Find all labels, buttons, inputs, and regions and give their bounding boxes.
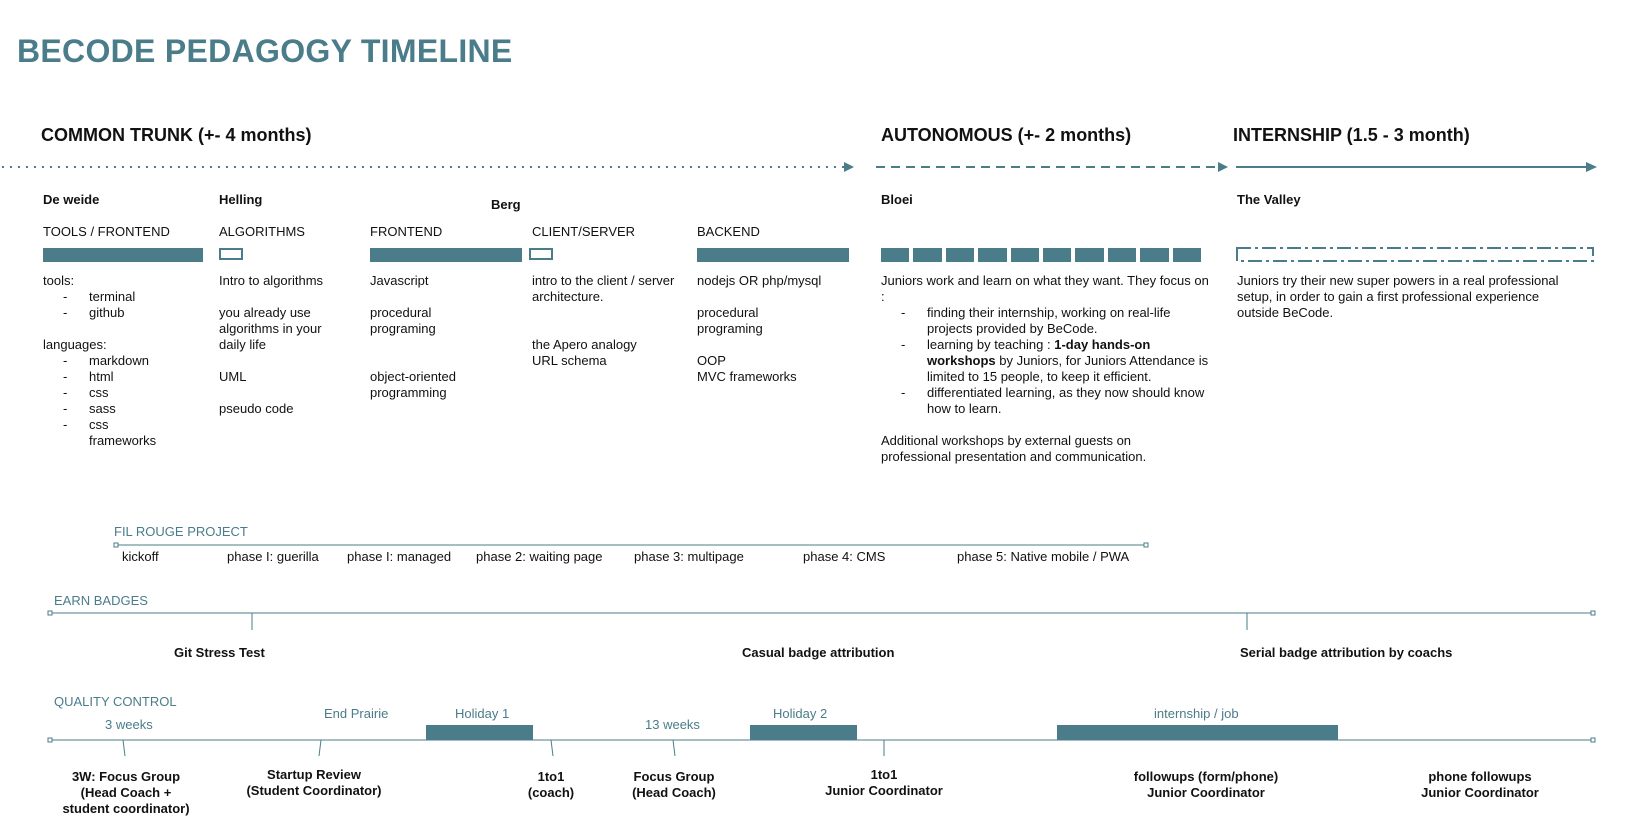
col-frontend: Javascript procedural programing object-… [370,273,480,401]
stage-berg: Berg [491,197,521,212]
list-item: css [63,385,169,401]
internship-job-label: internship / job [1154,706,1239,721]
page-title: BECODE PEDAGOGY TIMELINE [17,33,513,69]
col-backend: nodejs OR php/mysql procedural programin… [697,273,857,385]
event-focus-group: Focus Group (Head Coach) [632,769,716,800]
common-trunk-arrowhead [844,162,854,172]
stage-valley: The Valley [1237,192,1301,207]
holiday1-bar [426,725,533,740]
internship-arrowhead [1586,162,1597,172]
text: URL schema [532,353,607,368]
fil-rouge-phase: phase I: managed [347,549,452,564]
languages-list: markdown html css sass css frameworks [43,353,169,449]
autonomous-arrowhead [1218,162,1228,172]
fil-rouge-phase: phase 3: multipage [634,549,744,564]
col-algorithms: Intro to algorithms you already use algo… [219,273,344,417]
category-client-server: CLIENT/SERVER [532,224,636,239]
text: pseudo code [219,401,294,416]
event-startup-review: Startup Review (Student Coordinator) [246,767,382,798]
text: OOP [697,353,726,368]
bold-text: 1-day hands-on workshops [927,337,1151,368]
col-tools-frontend: tools: terminal github languages: markdo… [43,273,203,449]
category-algorithms: ALGORITHMS [219,224,305,239]
event-1to1-coach: 1to1 (coach) [527,769,575,800]
text: the Apero analogy [532,337,637,352]
bar-frontend [370,248,522,262]
text: Javascript [370,273,429,288]
list-item: html [63,369,169,385]
list-item: learning by teaching : 1-day hands-on wo… [901,337,1211,385]
category-tools-frontend: TOOLS / FRONTEND [43,224,170,239]
quality-label: QUALITY CONTROL [54,694,177,709]
holiday2-label: Holiday 2 [773,706,828,721]
text: Additional workshops by external guests … [881,433,1147,464]
category-backend: BACKEND [697,224,760,239]
bar-bloei-segments [881,248,1202,262]
list-item: finding their internship, working on rea… [901,305,1211,337]
text: Juniors work and learn on what they want… [881,273,1209,304]
text: object-oriented programming [370,369,456,400]
end-prairie-label: End Prairie [324,706,389,721]
category-frontend: FRONTEND [370,224,443,239]
badge-serial: Serial badge attribution by coachs [1240,645,1453,660]
fil-rouge-phase: phase 4: CMS [803,549,886,564]
text: Juniors try their new super powers in a … [1237,273,1559,320]
badges-label: EARN BADGES [54,593,148,608]
text: you already use algorithms in your daily… [219,305,322,352]
bar-algorithms-outline [219,248,243,260]
event-1to1-junior: 1to1 Junior Coordinator [825,767,943,798]
bar-client-server-outline [529,248,553,260]
list-item: differentiated learning, as they now sho… [901,385,1211,417]
text: procedural programing [697,305,763,336]
fil-rouge-phase: kickoff [122,549,159,564]
badge-casual: Casual badge attribution [742,645,895,660]
tools-list: terminal github [43,289,203,321]
bloei-list: finding their internship, working on rea… [881,305,1211,417]
text: UML [219,369,247,384]
holiday2-bar [750,725,857,740]
phase-internship: INTERNSHIP (1.5 - 3 month) [1233,125,1470,145]
list-item: markdown [63,353,169,369]
text: nodejs OR php/mysql [697,273,822,288]
languages-label: languages: [43,337,107,352]
list-item: terminal [63,289,203,305]
badge-git-stress-test: Git Stress Test [174,645,265,660]
thirteen-weeks-label: 13 weeks [645,717,700,732]
event-focus-group-3w: 3W: Focus Group (Head Coach + student co… [62,769,190,816]
event-followups: followups (form/phone) Junior Coordinato… [1133,769,1279,800]
holiday1-label: Holiday 1 [455,706,510,721]
text: procedural programing [370,305,436,336]
fil-rouge-phase: phase 5: Native mobile / PWA [957,549,1130,564]
col-client-server: intro to the client / server architectur… [532,273,677,369]
col-valley: Juniors try their new super powers in a … [1237,273,1577,321]
phase-autonomous: AUTONOMOUS (+- 2 months) [881,125,1132,145]
bar-tools-frontend [43,248,203,262]
three-weeks-label: 3 weeks [105,717,153,732]
fil-rouge-label: FIL ROUGE PROJECT [114,524,248,539]
fil-rouge-phase: phase I: guerilla [227,549,319,564]
event-phone-followups: phone followups Junior Coordinator [1421,769,1539,800]
text: MVC frameworks [697,369,797,384]
internship-job-bar [1057,725,1338,740]
list-item: github [63,305,203,321]
bar-backend [697,248,849,262]
text: intro to the client / server architectur… [532,273,675,304]
tools-label: tools: [43,273,75,288]
phase-common-trunk: COMMON TRUNK (+- 4 months) [41,125,312,145]
stage-de-weide: De weide [43,192,100,207]
col-bloei: Juniors work and learn on what they want… [881,273,1211,465]
valley-box [1236,247,1594,262]
text: Intro to algorithms [219,273,324,288]
stage-bloei: Bloei [881,192,913,207]
list-item: sass [63,401,169,417]
list-item: css frameworks [63,417,169,449]
fil-rouge-phase: phase 2: waiting page [476,549,603,564]
stage-helling: Helling [219,192,263,207]
